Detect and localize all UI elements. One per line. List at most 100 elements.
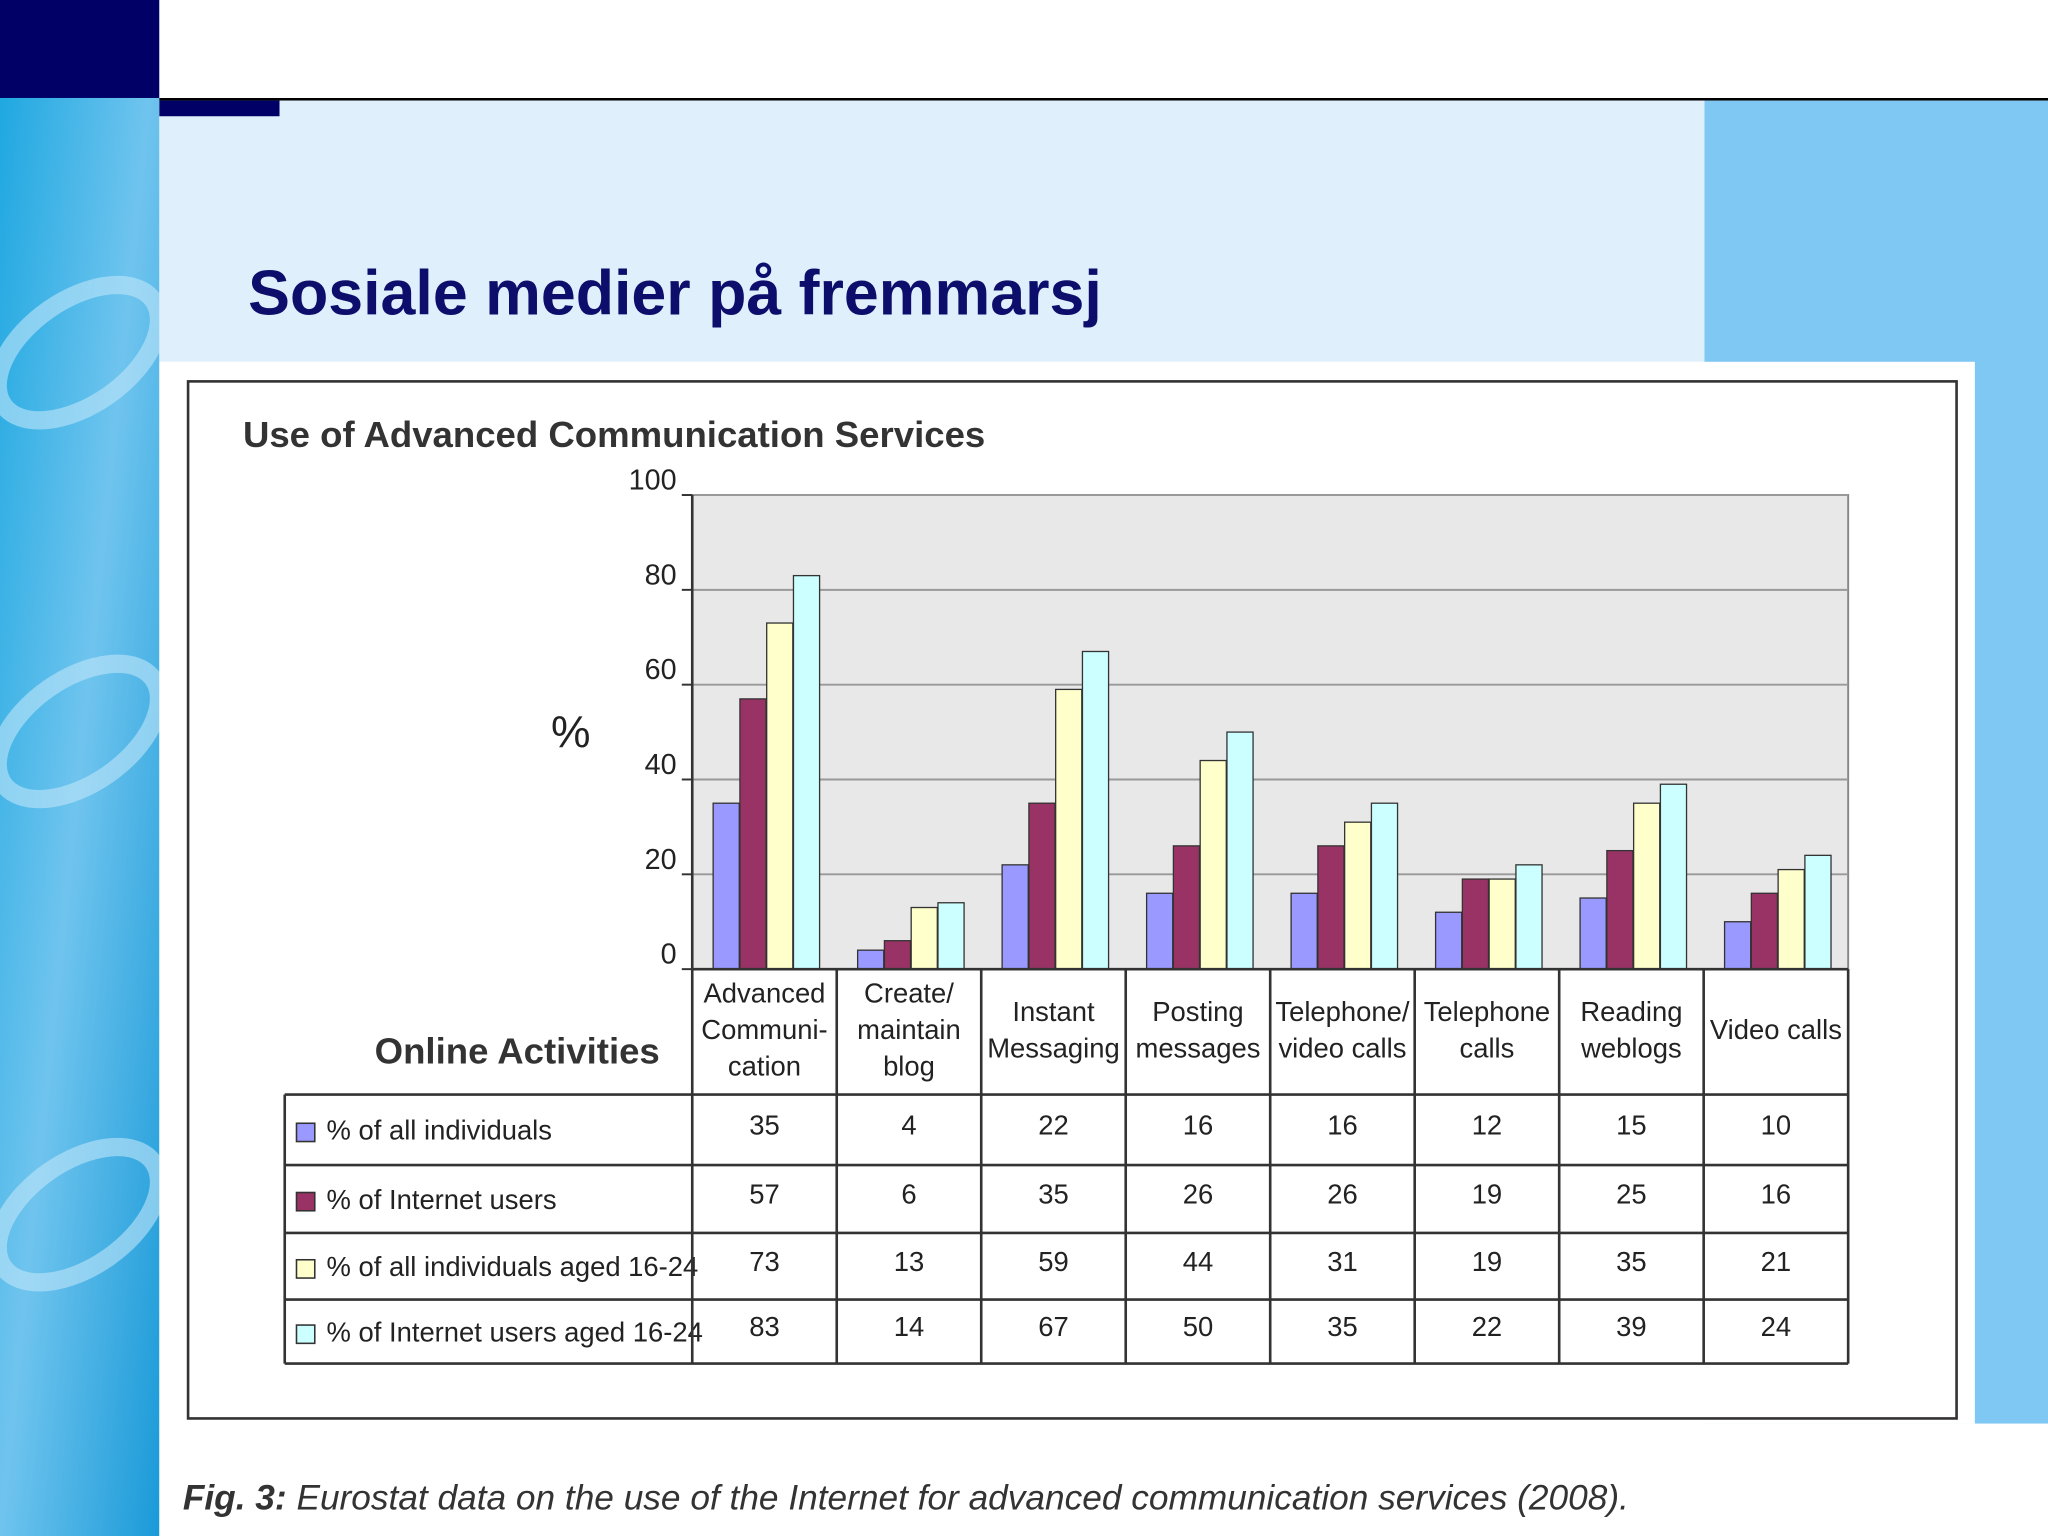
- y-tick-label: 20: [645, 844, 677, 876]
- table-cell: 31: [1327, 1246, 1357, 1277]
- bar: [1632, 802, 1661, 970]
- category-label: Posting: [1152, 996, 1243, 1027]
- table-cell: 39: [1616, 1311, 1646, 1342]
- table-cell: 15: [1616, 1109, 1646, 1140]
- table-cell: 22: [1038, 1109, 1068, 1140]
- y-axis-label: %: [551, 708, 590, 757]
- table-cell: 4: [901, 1109, 916, 1140]
- table-cell: 13: [894, 1246, 924, 1277]
- bar: [856, 949, 885, 970]
- legend-label: % of all individuals: [327, 1115, 552, 1146]
- category-label: video calls: [1278, 1032, 1406, 1063]
- table-cell: 14: [894, 1311, 924, 1342]
- bar: [883, 940, 912, 970]
- bar: [1723, 921, 1752, 970]
- legend-swatch: [295, 1324, 316, 1345]
- x-axis-label: Online Activities: [375, 1031, 660, 1072]
- table-cell: 59: [1038, 1246, 1068, 1277]
- bar: [1172, 845, 1201, 970]
- category-label: Messaging: [987, 1032, 1120, 1063]
- bar: [1226, 731, 1254, 970]
- category-label: maintain: [857, 1014, 961, 1045]
- y-tick-label: 80: [645, 559, 677, 591]
- legend-swatch: [295, 1191, 316, 1212]
- bar: [1145, 892, 1174, 970]
- legend-label: % of Internet users: [327, 1184, 557, 1215]
- table-cell: 21: [1761, 1246, 1791, 1277]
- category-label: blog: [883, 1051, 935, 1082]
- bar: [1515, 864, 1543, 970]
- bar: [1804, 854, 1832, 970]
- bar: [1750, 892, 1779, 970]
- y-tick-label: 60: [645, 654, 677, 686]
- category-label: cation: [728, 1051, 801, 1082]
- table-cell: 73: [749, 1246, 779, 1277]
- y-tick-label: 0: [661, 939, 677, 971]
- side-decoration: [0, 275, 169, 1292]
- chart: 0 20 40 60 80 100 Advanced Communi-cation 35 57 73…: [283, 465, 1850, 1365]
- bar: [910, 906, 938, 970]
- y-tick-label: 100: [629, 465, 677, 497]
- category-label: Create/: [864, 978, 954, 1009]
- table-cell: 35: [1038, 1179, 1068, 1210]
- bar: [1461, 878, 1490, 970]
- slide-title: Sosiale medier på fremmarsj: [248, 258, 1102, 328]
- bar: [1777, 868, 1805, 970]
- corner-block: [0, 0, 160, 98]
- bar: [1370, 802, 1399, 970]
- category-label: Advanced: [704, 978, 826, 1009]
- table-cell: 44: [1183, 1246, 1213, 1277]
- bar: [1001, 864, 1029, 970]
- table-cell: 16: [1327, 1109, 1357, 1140]
- caption: Fig. 3: Eurostat data on the use of the …: [183, 1479, 1629, 1518]
- category-label: Communi-: [701, 1014, 827, 1045]
- table-cell: 10: [1761, 1109, 1791, 1140]
- table-cell: 67: [1038, 1311, 1068, 1342]
- category-label: Video calls: [1710, 1014, 1842, 1045]
- table-cell: 19: [1472, 1246, 1502, 1277]
- bar: [1434, 911, 1463, 970]
- chart-title: Use of Advanced Communication Services: [243, 414, 985, 455]
- category-label: weblogs: [1580, 1032, 1682, 1063]
- table-cell: 35: [1616, 1246, 1646, 1277]
- accent-bar: [159, 100, 280, 117]
- category-label: Telephone: [1424, 996, 1551, 1027]
- bar: [1579, 897, 1607, 970]
- bar: [1606, 849, 1634, 970]
- legend-swatch: [295, 1122, 316, 1143]
- table-cell: 19: [1472, 1179, 1502, 1210]
- table-cell: 26: [1327, 1179, 1357, 1210]
- bar: [1343, 821, 1372, 970]
- category-label: calls: [1460, 1032, 1515, 1063]
- table-cell: 16: [1183, 1109, 1213, 1140]
- table-cell: 24: [1761, 1311, 1791, 1342]
- bar: [1488, 878, 1516, 970]
- y-tick-label: 40: [645, 749, 677, 781]
- category-label: messages: [1135, 1032, 1260, 1063]
- category-label: Telephone/: [1275, 996, 1409, 1027]
- side-strip: [0, 0, 160, 1536]
- bar: [1317, 845, 1345, 970]
- legend-label: % of all individuals aged 16-24: [327, 1251, 699, 1282]
- table-cell: 57: [749, 1179, 779, 1210]
- title-band: [159, 100, 1705, 362]
- category-label: Instant: [1012, 996, 1095, 1027]
- bar: [766, 622, 794, 970]
- top-bar: [159, 0, 2048, 98]
- table-cell: 12: [1472, 1109, 1502, 1140]
- caption-text: Eurostat data on the use of the Internet…: [296, 1479, 1628, 1518]
- bar: [739, 698, 767, 970]
- caption-label: Fig. 3:: [183, 1479, 287, 1518]
- bar: [1290, 892, 1318, 970]
- bar: [1199, 759, 1227, 970]
- category-label: Reading: [1580, 996, 1682, 1027]
- bar: [1081, 650, 1110, 970]
- bar: [1028, 802, 1056, 970]
- table-cell: 25: [1616, 1179, 1646, 1210]
- legend-label: % of Internet users aged 16-24: [327, 1316, 703, 1347]
- bar: [792, 574, 821, 970]
- bar: [1055, 688, 1083, 970]
- bar: [1659, 783, 1688, 970]
- table-cell: 83: [749, 1311, 779, 1342]
